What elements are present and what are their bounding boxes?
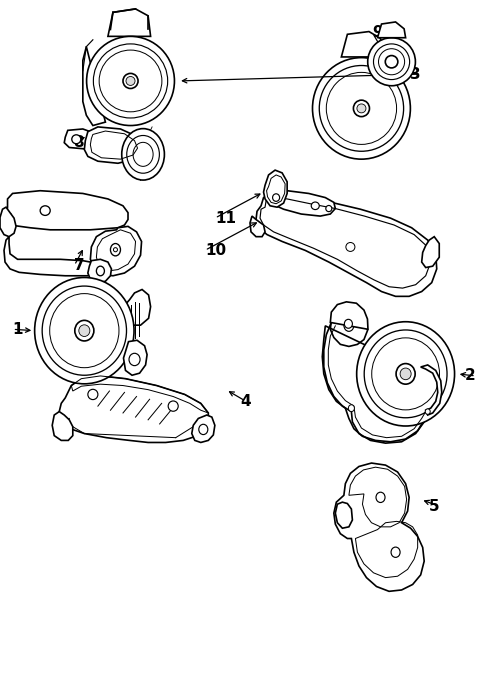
Ellipse shape [35, 277, 134, 383]
Ellipse shape [121, 129, 164, 180]
Text: 6: 6 [350, 314, 360, 329]
Ellipse shape [311, 202, 319, 210]
Ellipse shape [79, 324, 90, 336]
Ellipse shape [385, 56, 397, 68]
Polygon shape [333, 463, 423, 591]
Ellipse shape [40, 206, 50, 215]
Text: 1: 1 [13, 322, 23, 337]
Polygon shape [123, 340, 147, 375]
Polygon shape [263, 170, 287, 207]
Polygon shape [191, 415, 214, 442]
Ellipse shape [168, 401, 178, 411]
Text: 10: 10 [204, 243, 225, 258]
Ellipse shape [348, 405, 354, 412]
Ellipse shape [75, 320, 94, 341]
Ellipse shape [353, 100, 369, 117]
Ellipse shape [375, 492, 384, 502]
Text: 5: 5 [428, 499, 438, 514]
Polygon shape [52, 412, 73, 440]
Ellipse shape [272, 193, 279, 202]
Ellipse shape [390, 547, 399, 557]
Ellipse shape [312, 58, 410, 159]
Polygon shape [59, 376, 208, 442]
Polygon shape [330, 302, 367, 329]
Polygon shape [123, 289, 150, 325]
Ellipse shape [367, 38, 415, 86]
Ellipse shape [126, 77, 135, 85]
Polygon shape [88, 259, 111, 283]
Polygon shape [249, 216, 265, 237]
Polygon shape [83, 47, 105, 126]
Polygon shape [377, 22, 405, 38]
Ellipse shape [129, 353, 140, 366]
Polygon shape [256, 193, 436, 296]
Polygon shape [6, 191, 128, 230]
Ellipse shape [424, 409, 429, 414]
Ellipse shape [72, 134, 81, 143]
Polygon shape [84, 127, 141, 163]
Text: 8: 8 [73, 135, 83, 150]
Text: 4: 4 [240, 394, 251, 409]
Ellipse shape [198, 424, 207, 435]
Polygon shape [4, 237, 94, 276]
Text: 9: 9 [372, 25, 382, 40]
Polygon shape [90, 226, 141, 276]
Polygon shape [420, 365, 441, 415]
Ellipse shape [87, 36, 174, 126]
Ellipse shape [110, 244, 120, 256]
Ellipse shape [399, 368, 410, 379]
Ellipse shape [88, 389, 98, 399]
Text: 3: 3 [409, 67, 420, 82]
Ellipse shape [345, 242, 354, 251]
Polygon shape [341, 32, 382, 57]
Ellipse shape [356, 104, 365, 113]
Polygon shape [421, 237, 438, 268]
Polygon shape [0, 207, 16, 237]
Text: 11: 11 [214, 211, 235, 226]
Polygon shape [330, 303, 367, 346]
Polygon shape [335, 502, 352, 528]
Text: 2: 2 [464, 368, 475, 383]
Text: 7: 7 [74, 258, 85, 273]
Ellipse shape [356, 322, 454, 426]
Polygon shape [64, 129, 93, 149]
Ellipse shape [123, 73, 138, 88]
Ellipse shape [113, 248, 117, 252]
Ellipse shape [343, 319, 353, 331]
Ellipse shape [325, 206, 331, 211]
Ellipse shape [96, 266, 104, 276]
Polygon shape [276, 191, 335, 216]
Ellipse shape [395, 364, 414, 384]
Polygon shape [108, 9, 150, 36]
Ellipse shape [344, 319, 352, 328]
